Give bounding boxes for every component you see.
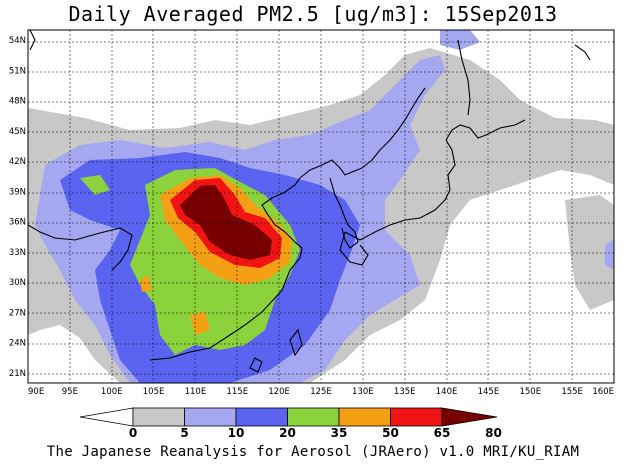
x-tick-label: 120E [268, 387, 290, 397]
colorbar-swatch [287, 407, 340, 427]
x-tick-label: 100E [101, 387, 123, 397]
y-tick-label: 36N [9, 218, 26, 228]
y-tick-label: 24N [9, 339, 26, 349]
colorbar-label: 65 [434, 426, 451, 440]
map-frame [27, 29, 615, 384]
colorbar-swatch [390, 407, 443, 427]
colorbar-label: 50 [382, 426, 399, 440]
colorbar-label: 20 [279, 426, 296, 440]
x-tick-label: 95E [62, 387, 78, 397]
x-tick-label: 160E [592, 387, 614, 397]
y-tick-label: 45N [9, 127, 26, 137]
y-tick-label: 48N [9, 97, 26, 107]
colorbar-swatch [338, 407, 391, 427]
pm25-region-10-20 [440, 30, 480, 50]
coastlines [28, 30, 591, 373]
y-axis-ticks: 21N 24N 27N 30N 33N 36N 39N 42N 45N 48N 51N 54N [9, 36, 26, 379]
pm25-region-5-10 [565, 195, 614, 310]
colorbar-label: 0 [129, 426, 137, 440]
footer-credit: The Japanese Reanalysis for Aerosol (JRA… [46, 444, 580, 460]
y-tick-label: 42N [9, 157, 26, 167]
colorbar-label: 35 [331, 426, 348, 440]
colorbar-label: 10 [228, 426, 245, 440]
map-title: Daily Averaged PM2.5 [ug/m3]: 15Sep2013 [68, 2, 558, 26]
pm25-region-10-20 [605, 240, 614, 270]
colorbar-swatch [235, 407, 288, 427]
colorbar-label: 80 [485, 426, 502, 440]
y-tick-label: 30N [9, 278, 26, 288]
x-tick-label: 115E [226, 387, 248, 397]
pm25-region-50-65 [190, 312, 210, 335]
colorbar-swatch [184, 407, 237, 427]
x-axis-ticks: 90E 95E 100E 105E 110E 115E 120E 125E 130E 135E 14… [28, 387, 614, 397]
x-tick-label: 155E [561, 387, 583, 397]
x-tick-label: 150E [519, 387, 541, 397]
colorbar-arrow-low [79, 407, 134, 427]
pm25-region-80-plus [180, 185, 272, 260]
pm25-region-50-65 [140, 275, 152, 292]
y-tick-label: 27N [9, 308, 26, 318]
y-tick-label: 51N [9, 66, 26, 76]
colorbar-arrow-high [441, 407, 498, 427]
y-tick-label: 39N [9, 187, 26, 197]
x-tick-label: 110E [185, 387, 207, 397]
y-tick-label: 21N [9, 369, 26, 379]
x-tick-label: 90E [28, 387, 44, 397]
y-tick-label: 54N [9, 36, 26, 46]
x-tick-label: 135E [394, 387, 416, 397]
x-tick-label: 130E [352, 387, 374, 397]
colorbar-swatch [132, 407, 185, 427]
pm25-region-35-50 [80, 175, 110, 195]
colorbar: 0 5 10 20 35 50 65 80 [79, 407, 502, 440]
y-tick-label: 33N [9, 248, 26, 258]
x-tick-label: 125E [310, 387, 332, 397]
x-tick-label: 145E [478, 387, 500, 397]
x-tick-label: 140E [436, 387, 458, 397]
x-tick-label: 105E [143, 387, 165, 397]
colorbar-label: 5 [180, 426, 188, 440]
map-grid [28, 30, 614, 383]
